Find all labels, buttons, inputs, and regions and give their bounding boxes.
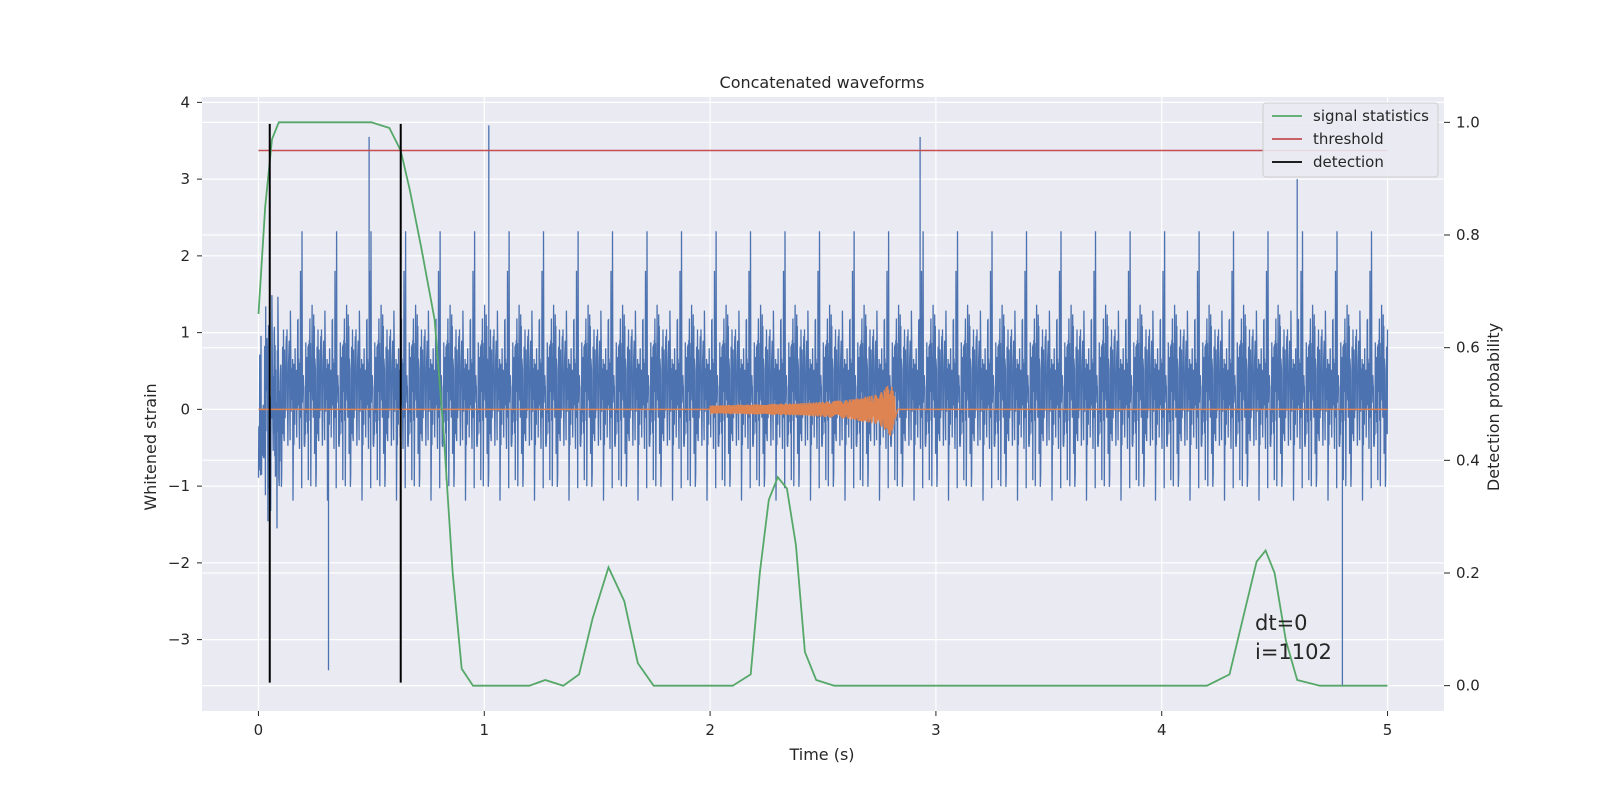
y-tick-label: −2 bbox=[168, 554, 190, 572]
x-tick-label: 2 bbox=[705, 721, 715, 739]
chart-title: Concatenated waveforms bbox=[720, 73, 925, 92]
detection-lines bbox=[268, 123, 402, 683]
legend: signal statistics threshold detection bbox=[1262, 102, 1439, 178]
y-axis-ticks: −3 −2 −1 0 1 2 3 4 bbox=[168, 93, 202, 649]
y2-tick-label: 0.6 bbox=[1456, 339, 1480, 357]
y2-axis-label: Detection probability bbox=[1484, 323, 1503, 491]
annotation-index: i=1102 bbox=[1255, 640, 1332, 664]
signal-statistics-line bbox=[257, 121, 1388, 687]
legend-box bbox=[1262, 102, 1439, 178]
x-axis-label: Time (s) bbox=[788, 745, 854, 764]
x-tick-label: 3 bbox=[931, 721, 941, 739]
x-axis-ticks: 0 1 2 3 4 5 bbox=[254, 711, 1393, 739]
y-axis-label: Whitened strain bbox=[141, 383, 160, 510]
y2-tick-label: 0.4 bbox=[1456, 451, 1480, 469]
y2-tick-label: 1.0 bbox=[1456, 113, 1480, 131]
y2-axis-ticks: 0.0 0.2 0.4 0.6 0.8 1.0 bbox=[1444, 113, 1480, 695]
y2-tick-label: 0.8 bbox=[1456, 226, 1480, 244]
y-tick-label: −1 bbox=[168, 477, 190, 495]
annotation-dt: dt=0 bbox=[1255, 611, 1308, 635]
y-tick-label: 2 bbox=[180, 247, 190, 265]
y-tick-label: 1 bbox=[180, 324, 190, 342]
y2-tick-label: 0.0 bbox=[1456, 677, 1480, 695]
y-tick-label: 0 bbox=[180, 400, 190, 418]
legend-label-signal-statistics: signal statistics bbox=[1313, 107, 1429, 125]
y-tick-label: −3 bbox=[168, 631, 190, 649]
y-tick-label: 3 bbox=[180, 170, 190, 188]
x-tick-label: 0 bbox=[254, 721, 264, 739]
plot-area bbox=[257, 121, 1389, 687]
y-tick-label: 4 bbox=[180, 93, 190, 111]
legend-label-threshold: threshold bbox=[1313, 130, 1384, 148]
legend-label-detection: detection bbox=[1313, 153, 1384, 171]
x-tick-label: 1 bbox=[479, 721, 489, 739]
y2-tick-label: 0.2 bbox=[1456, 564, 1480, 582]
x-tick-label: 4 bbox=[1157, 721, 1167, 739]
injected-chirp-line bbox=[258, 385, 1388, 436]
x-tick-label: 5 bbox=[1383, 721, 1393, 739]
